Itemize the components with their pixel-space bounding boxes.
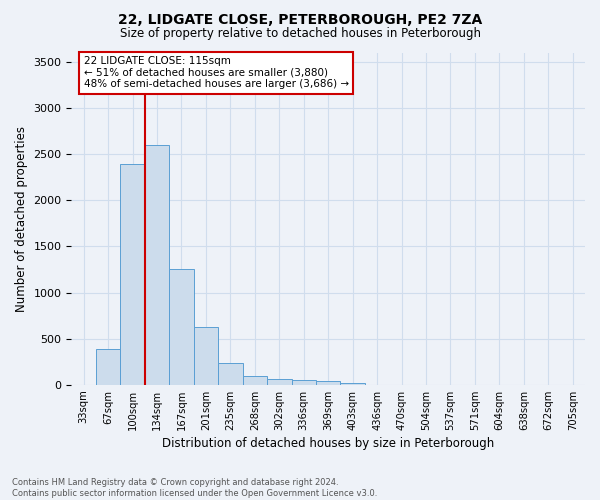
- Bar: [96, 349, 121, 385]
- Text: 22 LIDGATE CLOSE: 115sqm
← 51% of detached houses are smaller (3,880)
48% of sem: 22 LIDGATE CLOSE: 115sqm ← 51% of detach…: [83, 56, 349, 90]
- Bar: [316, 381, 340, 385]
- Bar: [218, 362, 242, 385]
- Y-axis label: Number of detached properties: Number of detached properties: [15, 126, 28, 312]
- Text: Contains HM Land Registry data © Crown copyright and database right 2024.
Contai: Contains HM Land Registry data © Crown c…: [12, 478, 377, 498]
- Bar: [145, 145, 169, 385]
- Bar: [121, 164, 145, 385]
- Bar: [292, 380, 316, 385]
- Text: Size of property relative to detached houses in Peterborough: Size of property relative to detached ho…: [119, 28, 481, 40]
- Bar: [340, 383, 365, 385]
- Bar: [267, 380, 292, 385]
- Bar: [169, 270, 194, 385]
- Bar: [194, 326, 218, 385]
- Text: 22, LIDGATE CLOSE, PETERBOROUGH, PE2 7ZA: 22, LIDGATE CLOSE, PETERBOROUGH, PE2 7ZA: [118, 12, 482, 26]
- X-axis label: Distribution of detached houses by size in Peterborough: Distribution of detached houses by size …: [162, 437, 494, 450]
- Bar: [242, 376, 267, 385]
